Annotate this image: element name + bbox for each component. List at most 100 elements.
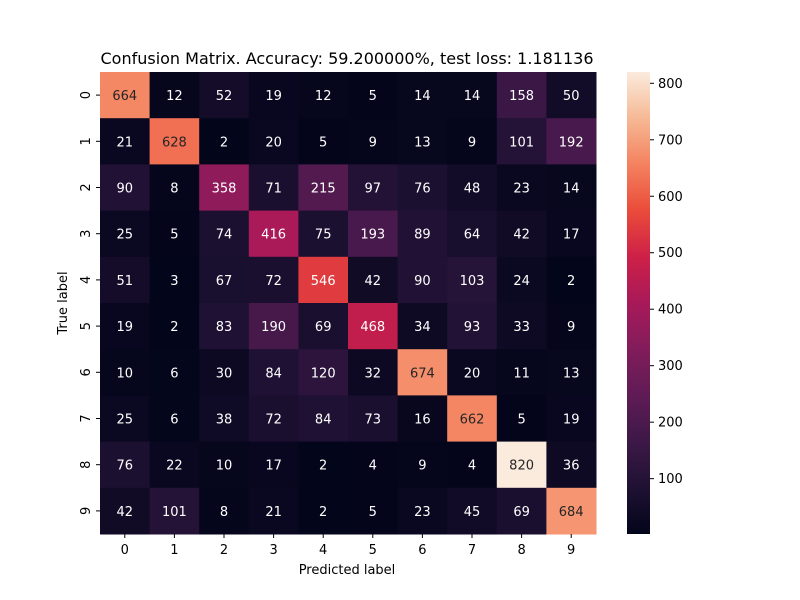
- cell-value-label: 5: [369, 89, 377, 104]
- heatmap-cell: [397, 164, 448, 212]
- heatmap-cell: [100, 487, 151, 535]
- heatmap-cell: [348, 72, 399, 119]
- colorbar-tick-label: 700: [658, 133, 683, 148]
- cell-value-label: 97: [365, 182, 382, 197]
- cell-value-label: 32: [365, 366, 382, 381]
- y-tick-label: 3: [79, 230, 94, 238]
- heatmap-cell: [298, 256, 349, 304]
- cell-value-label: 10: [117, 366, 134, 381]
- heatmap-cell: [447, 164, 498, 212]
- cell-value-label: 72: [265, 274, 282, 289]
- cell-value-label: 38: [216, 413, 233, 428]
- cell-value-label: 30: [216, 366, 233, 381]
- heatmap-cell: [496, 395, 547, 443]
- heatmap-cell: [298, 395, 349, 443]
- cell-value-label: 546: [311, 274, 336, 289]
- cell-value-label: 17: [265, 459, 282, 474]
- cell-value-label: 42: [365, 274, 382, 289]
- cell-value-label: 25: [117, 228, 134, 243]
- heatmap-cell: [496, 210, 547, 258]
- heatmap-cell: [248, 303, 299, 350]
- cell-value-label: 101: [509, 135, 534, 150]
- cell-value-label: 22: [166, 459, 183, 474]
- cell-value-label: 4: [468, 459, 476, 474]
- y-tick-label: 0: [79, 91, 94, 99]
- colorbar-tick-label: 200: [658, 416, 683, 431]
- cell-value-label: 11: [513, 366, 530, 381]
- x-tick-label: 8: [517, 543, 525, 558]
- heatmap-cell: [546, 349, 597, 396]
- colorbar: 100 200 300 400 500 600 700 800: [627, 72, 683, 534]
- cell-value-label: 90: [117, 182, 134, 197]
- cell-value-label: 74: [216, 228, 233, 243]
- heatmap-cell: [149, 395, 200, 443]
- heatmap-cell: [546, 118, 597, 165]
- heatmap-cell: [100, 395, 151, 443]
- heatmap-cell: [298, 303, 349, 350]
- heatmap-cell: [397, 487, 448, 535]
- cell-value-label: 5: [319, 135, 327, 150]
- heatmap-cell: [447, 256, 498, 304]
- heatmap-cell: [447, 349, 498, 396]
- heatmap-cell: [199, 118, 250, 165]
- heatmap-cell: [546, 395, 597, 443]
- cell-value-label: 120: [311, 366, 336, 381]
- cell-value-label: 69: [315, 320, 332, 335]
- cell-value-label: 193: [360, 228, 385, 243]
- heatmap-cell: [149, 487, 200, 535]
- heatmap-cell: [248, 487, 299, 535]
- heatmap-cell: [447, 441, 498, 489]
- cell-value-label: 14: [414, 89, 431, 104]
- y-tick-label: 2: [79, 183, 94, 191]
- heatmap-cell: [397, 256, 448, 304]
- cell-value-label: 9: [369, 135, 377, 150]
- heatmap-cell: [199, 256, 250, 304]
- cell-value-label: 101: [162, 505, 187, 520]
- cell-value-label: 12: [166, 89, 183, 104]
- heatmap-cell: [248, 256, 299, 304]
- heatmap-cell: [298, 164, 349, 212]
- heatmap-cell: [100, 118, 151, 165]
- cell-value-label: 2: [567, 274, 575, 289]
- heatmap-cell: [298, 349, 349, 396]
- heatmap-cell: [149, 256, 200, 304]
- heatmap-cell: [199, 395, 250, 443]
- cell-value-label: 468: [360, 320, 385, 335]
- heatmap-cell: [546, 487, 597, 535]
- y-axis-label: True label: [56, 271, 71, 335]
- heatmap-cell: [546, 256, 597, 304]
- x-tick-label: 7: [468, 543, 476, 558]
- heatmap-cell: [447, 395, 498, 443]
- heatmap-cell: [348, 441, 399, 489]
- y-tick-label: 5: [79, 322, 94, 330]
- heatmap-cell: [248, 441, 299, 489]
- cell-value-label: 76: [117, 459, 134, 474]
- heatmap-cell: [348, 395, 399, 443]
- cell-value-label: 17: [563, 228, 580, 243]
- cell-value-label: 84: [265, 366, 282, 381]
- cell-value-label: 8: [220, 505, 228, 520]
- heatmap-cell: [447, 210, 498, 258]
- heatmap-cell: [199, 164, 250, 212]
- heatmap-cell: [100, 349, 151, 396]
- colorbar-tick-label: 100: [658, 472, 683, 487]
- cell-value-label: 13: [414, 135, 431, 150]
- heatmap-cell: [149, 210, 200, 258]
- colorbar-tick-label: 400: [658, 303, 683, 318]
- heatmap-cell: [546, 441, 597, 489]
- heatmap-cell: [496, 303, 547, 350]
- cell-value-label: 23: [414, 505, 431, 520]
- heatmap-cell: [496, 487, 547, 535]
- cell-value-label: 24: [513, 274, 530, 289]
- heatmap-cell: [248, 72, 299, 119]
- cell-value-label: 103: [460, 274, 485, 289]
- colorbar-tick-label: 800: [658, 77, 683, 92]
- cell-value-label: 69: [513, 505, 530, 520]
- heatmap-cell: [199, 487, 250, 535]
- heatmap-cell: [348, 303, 399, 350]
- x-tick-label: 4: [319, 543, 327, 558]
- heatmap-cell: [199, 303, 250, 350]
- x-tick-label: 5: [369, 543, 377, 558]
- heatmap-cell: [100, 164, 151, 212]
